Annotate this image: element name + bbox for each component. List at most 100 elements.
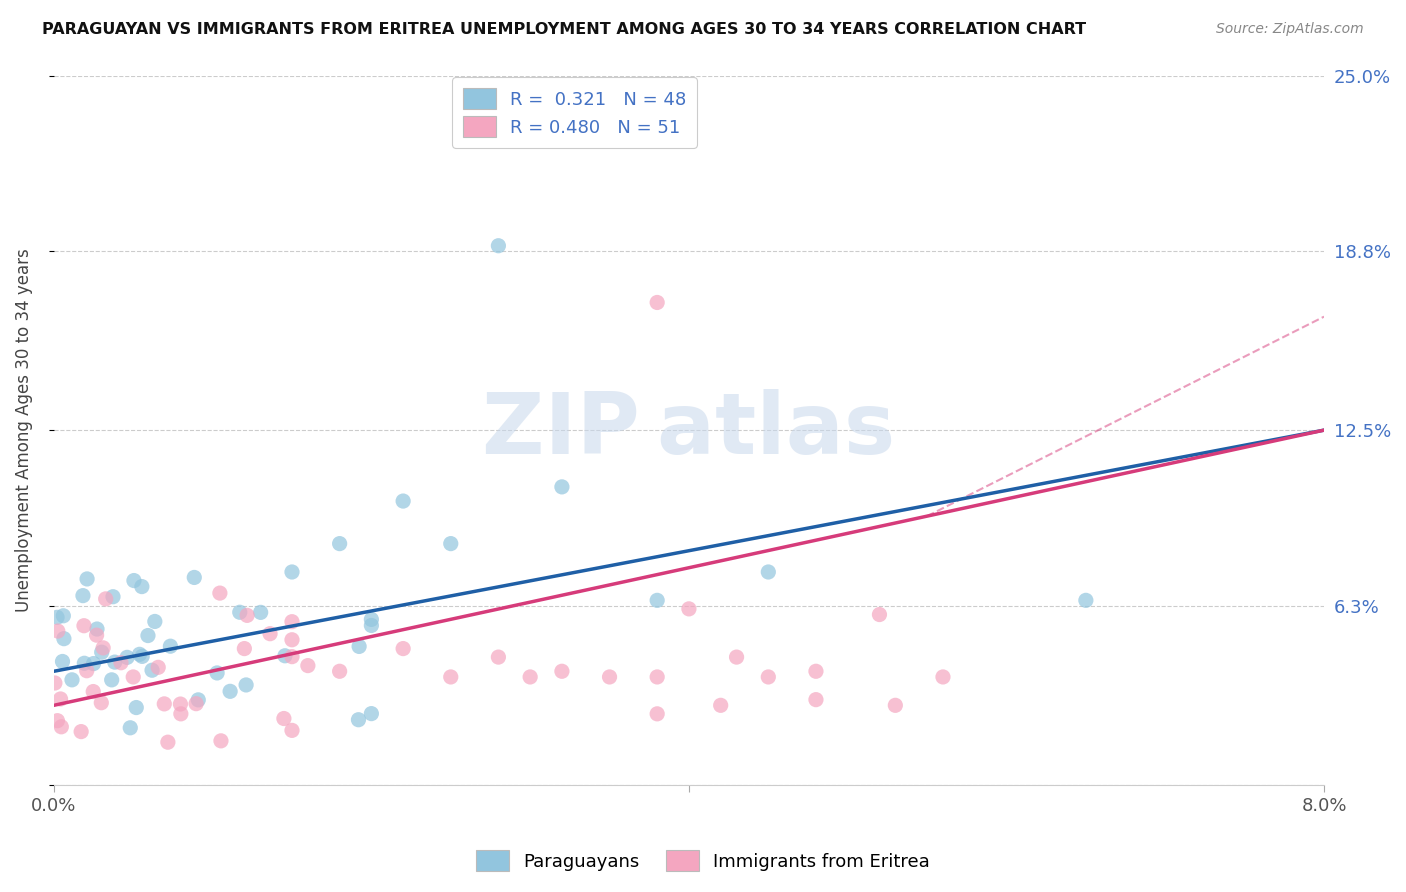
Point (281, 615, 304, 629)
Point (131, 580, 153, 594)
Point (360, 706, 382, 721)
Point (710, 698, 733, 713)
Text: PARAGUAYAN VS IMMIGRANTS FROM ERITREA UNEMPLOYMENT AMONG AGES 30 TO 34 YEARS COR: PARAGUAYAN VS IMMIGRANTS FROM ERITREA UN… (42, 22, 1087, 37)
Point (170, 706, 193, 721)
Point (281, 632, 304, 647)
Point (49, 692, 72, 706)
Point (73, 657, 96, 671)
Point (141, 663, 163, 677)
Point (236, 608, 259, 623)
Point (884, 698, 907, 713)
Point (183, 570, 205, 584)
Point (440, 536, 463, 550)
Point (235, 678, 257, 692)
Point (70, 724, 93, 739)
Point (347, 713, 370, 727)
Point (519, 670, 541, 684)
Point (72, 589, 94, 603)
Point (329, 536, 352, 550)
Point (101, 590, 124, 604)
Point (205, 665, 228, 680)
Point (486, 650, 509, 665)
Point (51, 720, 73, 734)
Point (804, 665, 827, 679)
Point (249, 606, 271, 620)
Point (678, 602, 700, 616)
Point (209, 734, 232, 748)
Point (551, 480, 574, 494)
Point (208, 586, 231, 600)
Point (932, 670, 955, 684)
Point (869, 607, 891, 622)
Point (125, 700, 148, 714)
Point (756, 565, 779, 579)
Y-axis label: Unemployment Among Ages 30 to 34 years: Unemployment Among Ages 30 to 34 years (15, 248, 32, 612)
Point (82, 684, 104, 698)
Point (1074, 593, 1097, 607)
Point (486, 238, 509, 252)
Point (645, 295, 668, 310)
Point (136, 629, 159, 643)
Point (599, 670, 621, 684)
Point (169, 697, 191, 711)
Point (76, 572, 98, 586)
Point (90, 696, 112, 710)
Point (645, 593, 668, 607)
Point (60, 673, 83, 687)
Point (274, 648, 297, 663)
Point (297, 658, 319, 673)
Point (392, 641, 415, 656)
Point (90, 645, 112, 659)
Point (229, 605, 252, 619)
Point (645, 670, 668, 684)
Point (120, 721, 142, 735)
Point (259, 626, 281, 640)
Point (551, 665, 574, 679)
Legend: Paraguayans, Immigrants from Eritrea: Paraguayans, Immigrants from Eritrea (468, 843, 938, 879)
Text: Source: ZipAtlas.com: Source: ZipAtlas.com (1216, 22, 1364, 37)
Point (115, 650, 138, 665)
Point (725, 650, 748, 665)
Point (159, 639, 181, 653)
Point (347, 640, 370, 654)
Point (143, 615, 166, 629)
Point (51, 655, 73, 669)
Point (46, 714, 69, 728)
Point (756, 670, 779, 684)
Point (392, 494, 415, 508)
Point (187, 693, 209, 707)
Point (440, 670, 463, 684)
Point (281, 723, 304, 738)
Point (91, 640, 114, 655)
Text: ZIP atlas: ZIP atlas (482, 389, 896, 472)
Point (804, 692, 827, 706)
Point (148, 660, 170, 674)
Point (184, 697, 207, 711)
Point (110, 656, 132, 670)
Point (122, 670, 145, 684)
Legend: R =  0.321   N = 48, R = 0.480   N = 51: R = 0.321 N = 48, R = 0.480 N = 51 (453, 78, 697, 148)
Point (360, 618, 382, 632)
Point (360, 612, 382, 626)
Point (122, 574, 145, 588)
Point (281, 565, 304, 579)
Point (86, 622, 108, 636)
Point (46, 610, 69, 624)
Point (156, 735, 179, 749)
Point (281, 649, 304, 664)
Point (73, 618, 96, 632)
Point (52, 632, 75, 646)
Point (645, 706, 668, 721)
Point (219, 684, 242, 698)
Point (76, 664, 98, 678)
Point (100, 673, 122, 687)
Point (86, 628, 108, 642)
Point (52, 608, 75, 623)
Point (153, 697, 176, 711)
Point (131, 649, 153, 664)
Point (273, 712, 295, 726)
Point (128, 648, 150, 662)
Point (329, 665, 352, 679)
Point (94, 591, 117, 606)
Point (46, 624, 69, 638)
